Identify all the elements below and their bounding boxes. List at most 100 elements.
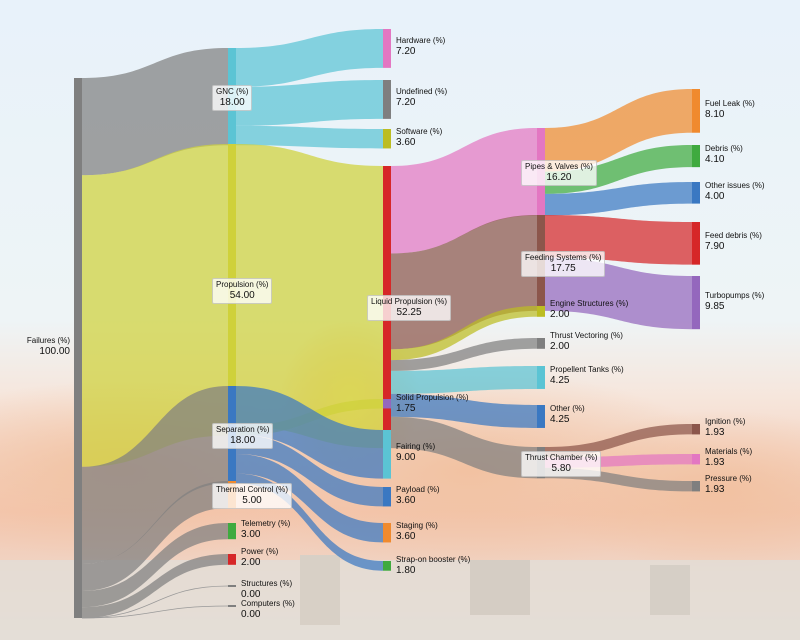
node-value: 3.00: [241, 529, 261, 541]
node-name: Turbopumps (%): [705, 290, 765, 300]
node-label-fuelleak: Fuel Leak (%) 8.10: [705, 99, 755, 121]
node-name: Software (%): [396, 126, 443, 136]
node-name: Feed debris (%): [705, 231, 762, 241]
node-name: Other (%): [550, 404, 585, 414]
sankey-node-failures: [74, 78, 82, 618]
node-name: Thrust Vectoring (%): [550, 331, 623, 341]
node-label-separation: Separation (%) 18.00: [212, 422, 274, 449]
sankey-node-ignition: [692, 424, 700, 435]
node-name: Feeding Systems (%): [525, 252, 602, 262]
node-value: 52.25: [396, 307, 422, 319]
node-label-thrustvec: Thrust Vectoring (%) 2.00: [550, 331, 623, 353]
sankey-node-materials: [692, 454, 700, 465]
node-name: GNC (%): [216, 86, 249, 96]
node-name: Structures (%): [241, 579, 293, 588]
node-name: Staging (%): [396, 520, 438, 530]
node-value: 17.75: [550, 262, 576, 274]
sankey-link-separation-to-fairing: [236, 386, 383, 479]
node-value: 0.00: [241, 589, 261, 600]
sankey-link-failures-to-structures: [81, 585, 229, 619]
node-name: Materials (%): [705, 447, 753, 457]
node-name: Pipes & Valves (%): [525, 161, 593, 171]
node-label-fairing: Fairing (%) 9.00: [396, 442, 435, 464]
sankey-link-separation-to-strapon: [236, 473, 383, 571]
sankey-link-pipes-to-fuelleak: [545, 89, 692, 172]
sankey-link-gnc-to-undefined: [236, 80, 383, 126]
sankey-node-proptanks: [537, 366, 545, 389]
node-label-liquid: Liquid Propulsion (%) 52.25: [367, 295, 452, 322]
node-name: Payload (%): [396, 484, 440, 494]
node-value: 4.00: [705, 190, 725, 202]
sankey-link-failures-to-propulsion: [82, 144, 228, 467]
node-label-thrustchamber: Thrust Chamber (%) 5.80: [521, 450, 602, 477]
node-label-payload: Payload (%) 3.60: [396, 485, 440, 507]
node-label-proptanks: Propellent Tanks (%) 4.25: [550, 365, 624, 387]
node-label-otherissues: Other issues (%) 4.00: [705, 181, 765, 203]
node-value: 9.85: [705, 300, 725, 312]
node-value: 18.00: [230, 434, 256, 446]
node-name: Solid Propulsion (%): [396, 393, 469, 402]
node-value: 16.20: [546, 171, 572, 183]
node-value: 2.00: [550, 341, 570, 353]
node-label-feeding: Feeding Systems (%) 17.75: [521, 250, 606, 277]
sankey-link-failures-to-computers: [81, 605, 229, 619]
sankey-link-thrustchamber-to-ignition: [545, 424, 692, 458]
node-label-pipes: Pipes & Valves (%) 16.20: [521, 159, 597, 186]
node-name: Thrust Chamber (%): [525, 452, 598, 462]
sankey-link-gnc-to-software: [236, 125, 383, 149]
sankey-link-failures-to-gnc: [82, 48, 228, 176]
node-value: 5.80: [551, 462, 571, 474]
node-label-feeddebris: Feed debris (%) 7.90: [705, 231, 762, 253]
node-label-turbopumps: Turbopumps (%) 9.85: [705, 291, 764, 313]
sankey-node-enginestruct: [537, 306, 545, 317]
node-name: Pressure (%): [705, 474, 752, 484]
sankey-link-liquid-to-thrustvec: [391, 338, 537, 371]
node-name: Undefined (%): [396, 87, 448, 97]
sankey-link-propulsion-to-liquid: [236, 144, 383, 449]
node-label-debris: Debris (%) 4.10: [705, 144, 743, 166]
sankey-node-fuelleak: [692, 89, 700, 133]
node-label-pressure: Pressure (%) 1.93: [705, 474, 752, 496]
sankey-node-payload: [383, 487, 391, 507]
node-label-gnc: GNC (%) 18.00: [212, 84, 253, 111]
node-value: 1.93: [705, 427, 725, 439]
node-name: Power (%): [241, 547, 279, 557]
node-name: Telemetry (%): [241, 519, 291, 529]
sankey-node-turbopumps: [692, 276, 700, 330]
sankey-node-pressure: [692, 481, 700, 492]
sankey-node-undefined: [383, 80, 391, 119]
node-label-other: Other (%) 4.25: [550, 404, 585, 426]
node-value: 3.60: [396, 136, 416, 148]
node-value: 0.00: [241, 609, 261, 620]
node-label-undefined: Undefined (%) 7.20: [396, 87, 447, 109]
node-value: 4.25: [550, 414, 570, 426]
node-label-ignition: Ignition (%) 1.93: [705, 417, 745, 439]
sankey-node-power: [228, 554, 236, 565]
node-value: 54.00: [229, 289, 255, 301]
node-name: Failures (%): [26, 336, 70, 345]
sankey-link-gnc-to-hardware: [236, 29, 383, 87]
sankey-node-computers: [228, 605, 236, 607]
node-name: Propulsion (%): [216, 279, 269, 289]
node-label-power: Power (%) 2.00: [241, 547, 278, 569]
node-name: Other issues (%): [705, 180, 765, 190]
node-name: Computers (%): [241, 599, 295, 608]
sankey-node-feeddebris: [692, 222, 700, 265]
sankey-link-separation-to-payload: [236, 434, 383, 507]
node-label-enginestruct: Engine Structures (%) 2.00: [550, 299, 628, 321]
sankey-node-telemetry: [228, 523, 236, 540]
node-name: Debris (%): [705, 144, 743, 154]
node-name: Separation (%): [216, 424, 270, 434]
sankey-link-liquid-to-enginestruct: [391, 306, 537, 361]
node-label-propulsion: Propulsion (%) 54.00: [212, 277, 273, 304]
sankey-link-failures-to-telemetry: [82, 523, 228, 608]
node-label-hardware: Hardware (%) 7.20: [396, 36, 445, 58]
node-value: 3.60: [396, 494, 416, 506]
sankey-link-failures-to-power: [82, 554, 228, 618]
node-value: 4.10: [705, 154, 725, 166]
sankey-node-structures: [228, 585, 236, 587]
sankey-node-hardware: [383, 29, 391, 68]
sankey-node-staging: [383, 523, 391, 543]
sankey-node-otherissues: [692, 182, 700, 204]
sankey-link-failures-to-separation: [82, 386, 228, 564]
